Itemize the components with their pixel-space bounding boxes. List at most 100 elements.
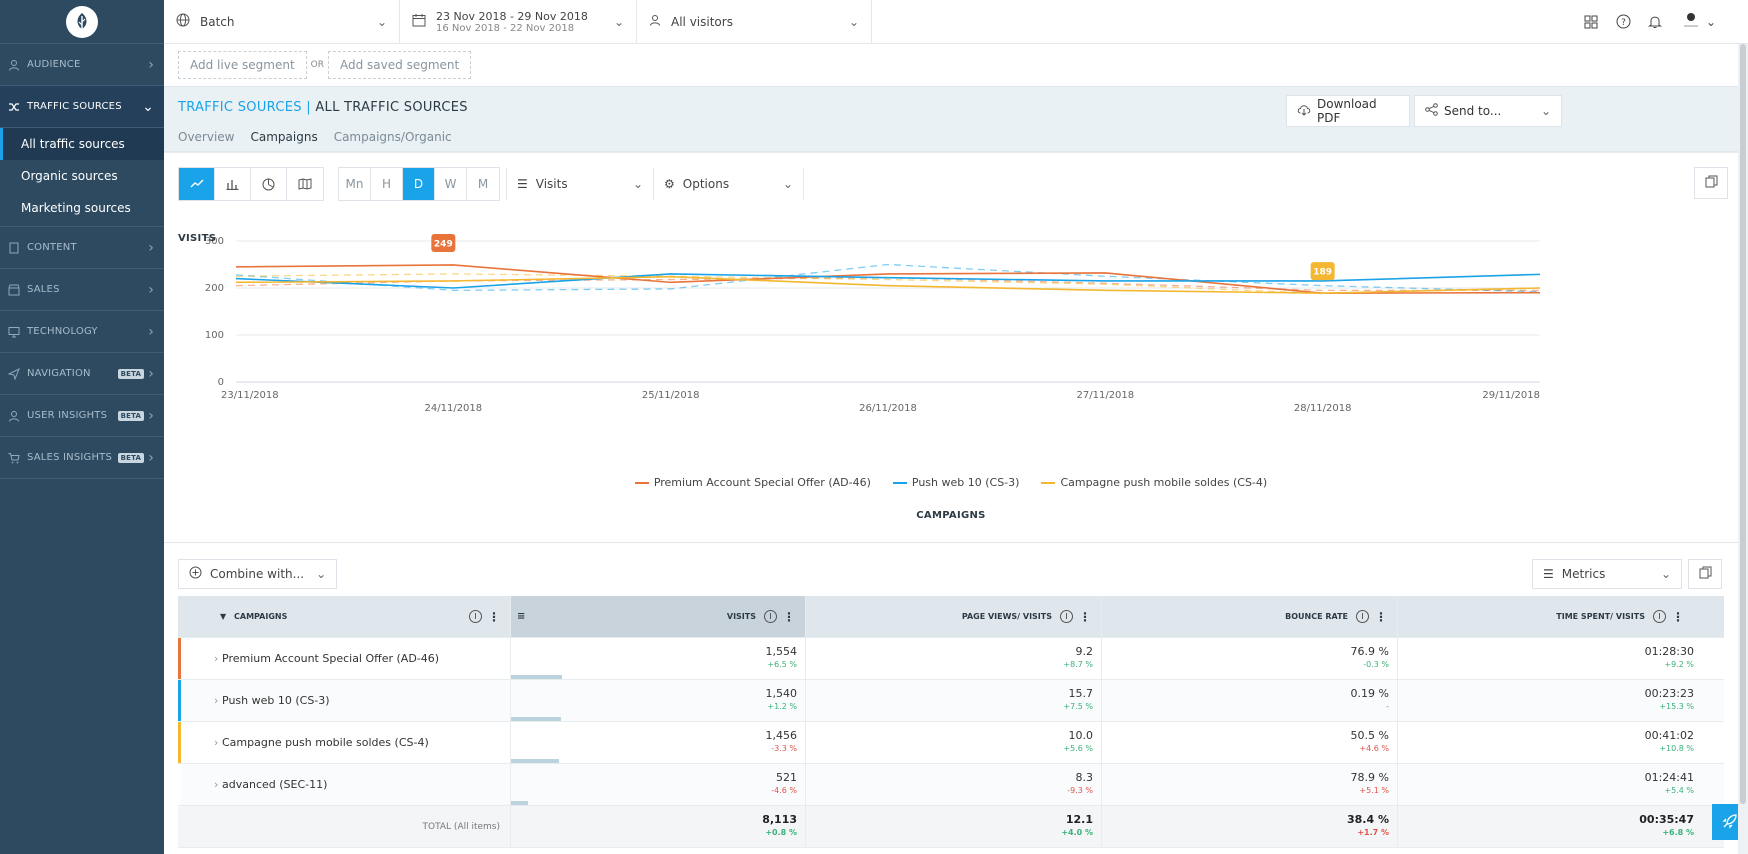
line-chart-icon[interactable] (179, 168, 215, 200)
chevron-right-icon[interactable]: › (214, 736, 219, 749)
sidebar-item-user-insights[interactable]: USER INSIGHTS BETA › (0, 395, 164, 437)
campaign-name-cell[interactable]: › Push web 10 (CS-3) (178, 680, 511, 721)
chevron-down-icon: ⌄ (1660, 567, 1671, 581)
total-value: 12.1 (1065, 813, 1093, 826)
sidebar-item-sales[interactable]: SALES › (0, 269, 164, 311)
app-logo[interactable] (0, 0, 164, 44)
period-week-button[interactable]: W (435, 168, 467, 200)
bar-chart-icon[interactable] (215, 168, 251, 200)
copy-table-button[interactable] (1688, 559, 1722, 589)
period-month-button[interactable]: M (477, 177, 489, 191)
info-icon[interactable]: i (1060, 610, 1073, 623)
scrollbar-thumb[interactable] (1740, 44, 1746, 804)
legend-item[interactable]: Premium Account Special Offer (AD-46) (634, 476, 871, 489)
sidebar-item-technology[interactable]: TECHNOLOGY › (0, 311, 164, 353)
site-selector[interactable]: Batch ⌄ (164, 0, 400, 43)
download-pdf-button[interactable]: Download PDF (1286, 95, 1410, 127)
y-tick-label: 200 (205, 283, 224, 294)
chevron-right-icon[interactable]: › (214, 652, 219, 665)
sidebar-item-label: AUDIENCE (27, 59, 81, 70)
column-header-page-views[interactable]: PAGE VIEWS/ VISITS i ⋮ (806, 596, 1102, 637)
column-header-label: VISITS (726, 612, 756, 621)
sidebar-item-sales-insights[interactable]: SALES INSIGHTS BETA › (0, 437, 164, 479)
tab-campaigns-organic[interactable]: Campaigns/Organic (333, 130, 452, 144)
sidebar-item-traffic-sources[interactable]: TRAFFIC SOURCES ⌄ (0, 86, 164, 128)
page-scrollbar[interactable] (1738, 44, 1748, 854)
tab-campaigns[interactable]: Campaigns (242, 127, 326, 154)
kebab-menu-icon[interactable]: ⋮ (1375, 609, 1387, 624)
annotation-label: 189 (1313, 268, 1332, 278)
metric-delta: +8.7 % (1063, 660, 1093, 669)
metric-value: 01:28:30 (1644, 645, 1694, 658)
visitors-selector[interactable]: All visitors ⌄ (637, 0, 872, 43)
metric-value: 76.9 % (1350, 645, 1389, 658)
help-icon[interactable]: ? (1614, 13, 1632, 31)
info-icon[interactable]: i (1653, 610, 1666, 623)
column-header-visits[interactable]: ≡ VISITS i ⋮ (511, 596, 806, 637)
legend-label: Push web 10 (CS-3) (911, 476, 1020, 489)
period-hour-button[interactable]: H (371, 168, 403, 200)
bell-icon[interactable] (1646, 13, 1664, 31)
chevron-right-icon[interactable]: › (214, 694, 219, 707)
filter-icon[interactable]: ▼ (220, 612, 227, 621)
info-icon[interactable]: i (469, 610, 482, 623)
sidebar-item-label: CONTENT (27, 242, 77, 253)
chevron-right-icon: › (148, 407, 154, 424)
table-row[interactable]: › advanced (SEC-11) 521 -4.6 % 8.3 -9.3 % 78.9… (178, 764, 1724, 806)
table-row[interactable]: › Campagne push mobile soldes (CS-4) 1,456… (178, 722, 1724, 764)
copy-chart-button[interactable] (1694, 167, 1728, 199)
metric-selector[interactable]: ☰ Visits ⌄ (506, 168, 654, 200)
chevron-down-icon: ⌄ (1540, 104, 1551, 118)
chevron-right-icon[interactable]: › (214, 778, 219, 791)
visits-share-bar (511, 801, 528, 805)
period-day-button[interactable]: D (403, 168, 435, 200)
sidebar-subitem-organic[interactable]: Organic sources (21, 169, 118, 183)
sidebar-item-label: SALES INSIGHTS (27, 452, 113, 463)
campaign-name-cell[interactable]: › Campagne push mobile soldes (CS-4) (178, 722, 511, 763)
combine-with-button[interactable]: Combine with... ⌄ (178, 559, 338, 589)
column-header-bounce-rate[interactable]: BOUNCE RATE i ⋮ (1102, 596, 1398, 637)
annotation-badge (431, 233, 456, 252)
sidebar-subitem-marketing[interactable]: Marketing sources (21, 201, 131, 215)
column-header-time-spent[interactable]: TIME SPENT/ VISITS i ⋮ (1398, 596, 1724, 637)
total-label: TOTAL (All items) (178, 806, 511, 847)
table-row[interactable]: › Push web 10 (CS-3) 1,540 +1.2 % 15.7 +7.5 %… (178, 680, 1724, 722)
sidebar-item-audience[interactable]: AUDIENCE › (0, 44, 164, 86)
map-icon[interactable] (287, 168, 323, 200)
page-title-section[interactable]: TRAFFIC SOURCES (178, 100, 302, 115)
pie-chart-icon[interactable] (251, 168, 287, 200)
legend-item[interactable]: Push web 10 (CS-3) (892, 476, 1020, 489)
date-range-selector[interactable]: 23 Nov 2018 - 29 Nov 2018 16 Nov 2018 - … (400, 0, 637, 43)
campaign-name-cell[interactable]: › Premium Account Special Offer (AD-46) (178, 638, 511, 679)
info-icon[interactable]: i (1356, 610, 1369, 623)
metric-delta: +10.8 % (1659, 744, 1694, 753)
apps-grid-icon[interactable] (1582, 13, 1600, 31)
options-selector[interactable]: ⚙ Options ⌄ (654, 168, 804, 200)
time-spent-cell: 01:28:30 +9.2 % (1398, 638, 1724, 679)
beta-badge: BETA (117, 452, 145, 463)
sidebar-item-content[interactable]: CONTENT › (0, 227, 164, 269)
kebab-menu-icon[interactable]: ⋮ (488, 609, 500, 624)
table-row[interactable]: › Premium Account Special Offer (AD-46) 1,… (178, 638, 1724, 680)
period-minute-button[interactable]: Mn (339, 168, 371, 200)
send-to-button[interactable]: Send to... ⌄ (1414, 95, 1562, 127)
campaign-name-cell[interactable]: › advanced (SEC-11) (178, 764, 511, 805)
copy-icon (1699, 566, 1712, 582)
account-menu[interactable]: ⌄ (1678, 13, 1718, 31)
sidebar-item-navigation[interactable]: NAVIGATION BETA › (0, 353, 164, 395)
chevron-down-icon: ⌄ (1705, 14, 1717, 29)
list-icon: ☰ (1543, 567, 1554, 581)
kebab-menu-icon[interactable]: ⋮ (1079, 609, 1091, 624)
column-header-campaigns[interactable]: ▼ CAMPAIGNS i ⋮ (178, 596, 511, 637)
sidebar-subitem-all-traffic[interactable]: All traffic sources (0, 128, 164, 160)
add-saved-segment-button[interactable]: Add saved segment (328, 51, 472, 79)
metrics-selector[interactable]: ☰ Metrics ⌄ (1532, 559, 1682, 589)
tab-overview[interactable]: Overview (178, 130, 235, 144)
legend-item[interactable]: Campagne push mobile soldes (CS-4) (1041, 476, 1267, 489)
kebab-menu-icon[interactable]: ⋮ (783, 609, 795, 624)
info-icon[interactable]: i (764, 610, 777, 623)
time-spent-cell: 00:41:02 +10.8 % (1398, 722, 1724, 763)
kebab-menu-icon[interactable]: ⋮ (1672, 609, 1684, 624)
sort-icon[interactable]: ≡ (517, 611, 526, 622)
add-live-segment-button[interactable]: Add live segment (178, 51, 307, 79)
